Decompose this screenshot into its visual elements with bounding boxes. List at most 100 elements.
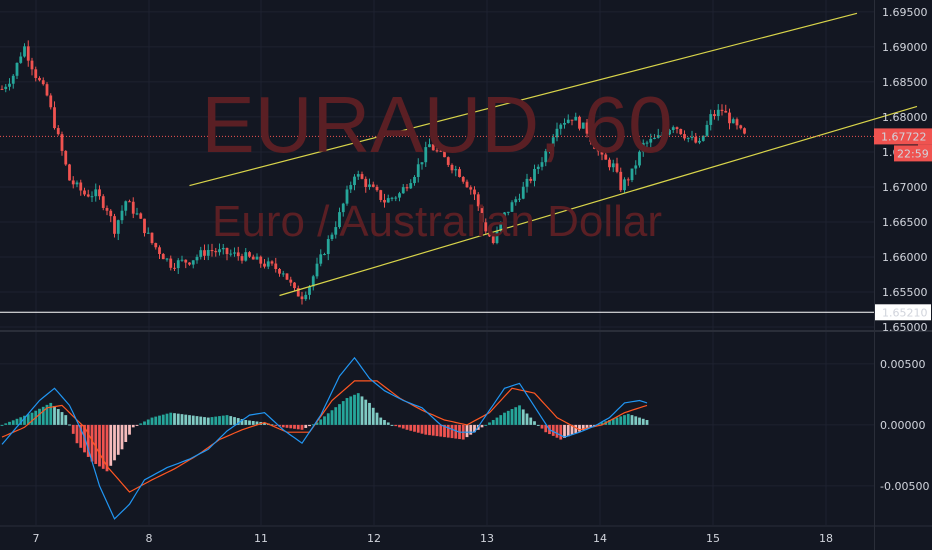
macd-histogram-bar <box>454 424 458 439</box>
candle-body <box>188 262 191 265</box>
macd-histogram-bar <box>49 402 53 425</box>
candle-body <box>476 194 480 207</box>
time-axis-label: 13 <box>480 532 494 545</box>
macd-histogram-bar <box>240 419 244 425</box>
macd-histogram-bar <box>619 416 623 425</box>
candle-body <box>450 164 454 171</box>
macd-histogram-bar <box>368 402 371 425</box>
macd-tick-label: 0.00500 <box>880 358 926 371</box>
macd-histogram-bar <box>270 424 274 426</box>
candle-body <box>671 127 675 130</box>
candle-body <box>626 179 630 181</box>
candle-body <box>139 213 143 219</box>
macd-histogram-bar <box>364 399 368 425</box>
candle-body <box>716 109 720 117</box>
macd-histogram-bar <box>405 424 409 430</box>
macd-histogram-bar <box>533 421 536 425</box>
candle-body <box>131 201 135 214</box>
candle-body <box>68 164 71 181</box>
candle-body <box>120 210 124 221</box>
candle-body <box>23 46 26 57</box>
candle-body <box>728 112 731 124</box>
candle-body <box>563 122 566 125</box>
macd-histogram-bar <box>128 424 131 435</box>
macd-histogram-bar <box>173 413 176 425</box>
candle-body <box>34 69 38 78</box>
candle-body <box>71 180 75 185</box>
macd-histogram-bar <box>188 415 191 425</box>
macd-histogram-bar <box>379 417 383 425</box>
price-tick-label: 1.68500 <box>882 76 928 89</box>
macd-histogram-bar <box>439 424 443 437</box>
candle-body <box>619 171 623 191</box>
candle-body <box>15 62 19 76</box>
macd-histogram-bar <box>353 394 356 425</box>
candle-body <box>491 236 495 244</box>
macd-histogram-bar <box>630 415 634 425</box>
macd-histogram-bar <box>540 424 544 429</box>
macd-histogram-bar <box>116 424 120 455</box>
macd-histogram-bar <box>510 409 514 425</box>
macd-histogram-bar <box>390 424 394 426</box>
macd-histogram-bar <box>0 424 4 426</box>
macd-histogram-bar <box>68 424 71 426</box>
candle-body <box>116 220 120 234</box>
candle-body <box>495 230 499 244</box>
macd-histogram-bar <box>570 424 574 435</box>
macd-histogram-bar <box>611 418 615 425</box>
macd-histogram-bar <box>566 424 570 437</box>
candle-body <box>555 128 559 138</box>
macd-histogram-bar <box>338 404 341 425</box>
candle-body <box>458 169 461 177</box>
candle-body <box>743 128 746 134</box>
candle-body <box>574 116 578 121</box>
candle-body <box>90 196 94 198</box>
macd-histogram-bar <box>409 424 413 431</box>
candles-group <box>0 40 746 305</box>
candle-body <box>521 186 525 199</box>
macd-histogram-bar <box>71 424 75 434</box>
candle-body <box>94 189 98 197</box>
candle-body <box>60 134 64 151</box>
candle-body <box>199 250 203 257</box>
level-label: 1.65210 <box>882 306 928 319</box>
candle-body <box>394 197 398 199</box>
candle-body <box>165 258 169 260</box>
candle-body <box>720 109 724 111</box>
candle-body <box>390 197 394 199</box>
candle-body <box>529 178 533 181</box>
candle-body <box>109 210 113 217</box>
candle-body <box>375 186 379 191</box>
candle-body <box>409 183 413 189</box>
macd-histogram-bar <box>45 404 49 425</box>
candle-body <box>506 211 510 213</box>
macd-histogram-bar <box>191 415 195 425</box>
macd-histogram-bar <box>514 407 518 425</box>
macd-histogram-bar <box>289 424 293 429</box>
macd-histogram-bar <box>169 412 173 425</box>
macd-histogram-bar <box>300 424 304 430</box>
candle-body <box>244 252 248 261</box>
macd-histogram-bar <box>308 424 311 427</box>
channel-lower-trendline <box>279 105 918 297</box>
candle-body <box>518 198 521 200</box>
candle-body <box>416 164 420 177</box>
candle-body <box>424 147 428 163</box>
candle-body <box>270 261 274 264</box>
candle-body <box>398 193 401 198</box>
price-tick-label: 1.66000 <box>882 251 928 264</box>
candle-body <box>473 189 476 195</box>
candle-body <box>341 203 345 213</box>
macd-histogram-bar <box>210 417 214 425</box>
candle-body <box>349 185 353 190</box>
macd-histogram-bar <box>416 424 420 433</box>
macd-histogram-bar <box>323 416 326 425</box>
macd-histogram-bar <box>79 424 83 448</box>
price-tick-label: 1.65000 <box>882 321 928 334</box>
macd-histogram-bar <box>184 414 188 425</box>
price-tick-label: 1.69500 <box>882 6 928 19</box>
candle-body <box>503 212 506 223</box>
candle-body <box>169 258 173 268</box>
candle-body <box>64 150 68 165</box>
